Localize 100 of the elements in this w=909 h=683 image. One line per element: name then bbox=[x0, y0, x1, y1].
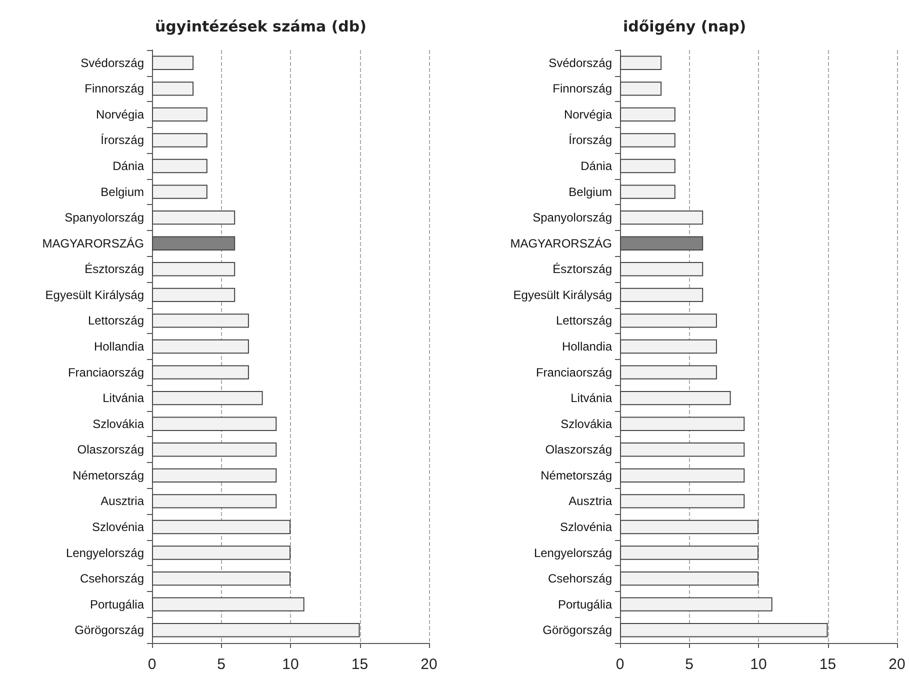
x-tick-label: 15 bbox=[351, 656, 368, 673]
bar bbox=[620, 82, 662, 96]
bar bbox=[152, 365, 249, 380]
x-tick-label: 20 bbox=[888, 656, 906, 673]
bar bbox=[620, 56, 662, 70]
y-tick-label: Norvégia bbox=[564, 107, 612, 122]
y-tick-label: Ausztria bbox=[568, 494, 612, 508]
y-tick-label: Franciaország bbox=[536, 365, 612, 380]
bar bbox=[152, 158, 208, 174]
y-tick-label: Németország bbox=[540, 468, 612, 482]
bar bbox=[620, 623, 828, 638]
bar bbox=[620, 468, 745, 483]
bar bbox=[152, 494, 277, 508]
x-tick-label: 20 bbox=[420, 656, 438, 673]
bar bbox=[620, 133, 676, 148]
bar bbox=[620, 416, 745, 431]
bar bbox=[152, 339, 249, 354]
y-tick-label: Finnország bbox=[552, 82, 612, 96]
bar bbox=[620, 597, 772, 612]
bar bbox=[620, 158, 676, 174]
y-tick-label: Lettország bbox=[556, 314, 612, 328]
y-tick-label: Hollandia bbox=[94, 340, 144, 354]
y-tick-label: Spanyolország bbox=[64, 210, 144, 225]
y-tick-label: Észtország bbox=[84, 262, 144, 276]
bar bbox=[620, 184, 676, 199]
bar bbox=[620, 288, 704, 302]
y-tick-label: Egyesült Királyság bbox=[513, 288, 612, 302]
x-tick-label: 10 bbox=[282, 656, 299, 673]
x-tick-label: 15 bbox=[819, 656, 836, 673]
y-tick-label: Szlovénia bbox=[92, 520, 144, 534]
y-tick-label: Svédország bbox=[548, 56, 612, 70]
y-tick-label: Egyesült Királyság bbox=[45, 288, 144, 302]
y-tick-label: Szlovénia bbox=[560, 520, 612, 534]
y-tick-label: Észtország bbox=[552, 262, 612, 276]
y-tick-label: Portugália bbox=[90, 597, 144, 612]
bar bbox=[152, 210, 236, 225]
y-tick-label: Szlovákia bbox=[560, 416, 612, 431]
bar bbox=[152, 133, 208, 148]
y-tick-label: Ausztria bbox=[100, 494, 144, 508]
bar bbox=[152, 442, 277, 457]
y-tick-label: Hollandia bbox=[562, 340, 612, 354]
bar bbox=[620, 442, 745, 457]
bar bbox=[620, 546, 758, 560]
bar bbox=[620, 210, 704, 225]
bar bbox=[152, 597, 304, 612]
y-tick-label: MAGYARORSZÁG bbox=[42, 236, 144, 250]
y-tick-label: Írország bbox=[568, 133, 612, 148]
bar bbox=[620, 262, 704, 276]
y-tick-label: Csehország bbox=[80, 572, 144, 586]
x-tick-label: 5 bbox=[217, 656, 226, 673]
chart-title: időigény (nap) bbox=[623, 18, 746, 36]
y-tick-label: Görögország bbox=[542, 623, 612, 638]
bar bbox=[152, 262, 236, 276]
bar bbox=[152, 288, 236, 302]
y-tick-label: MAGYARORSZÁG bbox=[510, 236, 612, 250]
bar bbox=[152, 623, 360, 638]
bar bbox=[152, 82, 194, 96]
bar bbox=[620, 520, 758, 534]
y-tick-label: Dánia bbox=[580, 159, 612, 174]
bar bbox=[152, 571, 290, 586]
bar bbox=[152, 546, 290, 560]
y-tick-label: Litvánia bbox=[102, 391, 144, 406]
bar bbox=[620, 107, 676, 122]
y-tick-label: Olaszország bbox=[77, 442, 144, 457]
y-tick-label: Németország bbox=[72, 468, 144, 482]
x-tick-label: 10 bbox=[750, 656, 767, 673]
x-tick-label: 0 bbox=[616, 656, 624, 673]
y-tick-label: Spanyolország bbox=[532, 210, 612, 225]
bar bbox=[620, 494, 745, 508]
y-tick-label: Portugália bbox=[558, 597, 612, 612]
y-tick-label: Lengyelország bbox=[534, 546, 612, 560]
bar bbox=[620, 339, 717, 354]
bar bbox=[620, 314, 717, 328]
y-tick-label: Belgium bbox=[568, 184, 612, 199]
x-tick-label: 0 bbox=[148, 656, 156, 673]
bar bbox=[152, 390, 263, 406]
bar bbox=[152, 236, 236, 250]
y-tick-label: Lettország bbox=[88, 314, 144, 328]
bar bbox=[152, 56, 194, 70]
bar bbox=[620, 390, 731, 406]
y-tick-label: Franciaország bbox=[68, 365, 144, 380]
y-tick-label: Belgium bbox=[100, 184, 144, 199]
y-tick-label: Szlovákia bbox=[92, 416, 144, 431]
y-tick-label: Dánia bbox=[112, 159, 144, 174]
bar bbox=[620, 236, 704, 250]
bar bbox=[152, 107, 208, 122]
y-tick-label: Görögország bbox=[74, 623, 144, 638]
x-tick-label: 5 bbox=[685, 656, 694, 673]
bar bbox=[620, 365, 717, 380]
y-tick-label: Litvánia bbox=[570, 391, 612, 406]
y-tick-label: Csehország bbox=[548, 572, 612, 586]
bar bbox=[152, 184, 208, 199]
y-tick-label: Lengyelország bbox=[66, 546, 144, 560]
bar bbox=[152, 314, 249, 328]
bar bbox=[152, 416, 277, 431]
y-tick-label: Norvégia bbox=[96, 107, 144, 122]
bar bbox=[152, 520, 290, 534]
y-tick-label: Svédország bbox=[80, 56, 144, 70]
bar bbox=[620, 571, 758, 586]
y-tick-label: Írország bbox=[100, 133, 144, 148]
